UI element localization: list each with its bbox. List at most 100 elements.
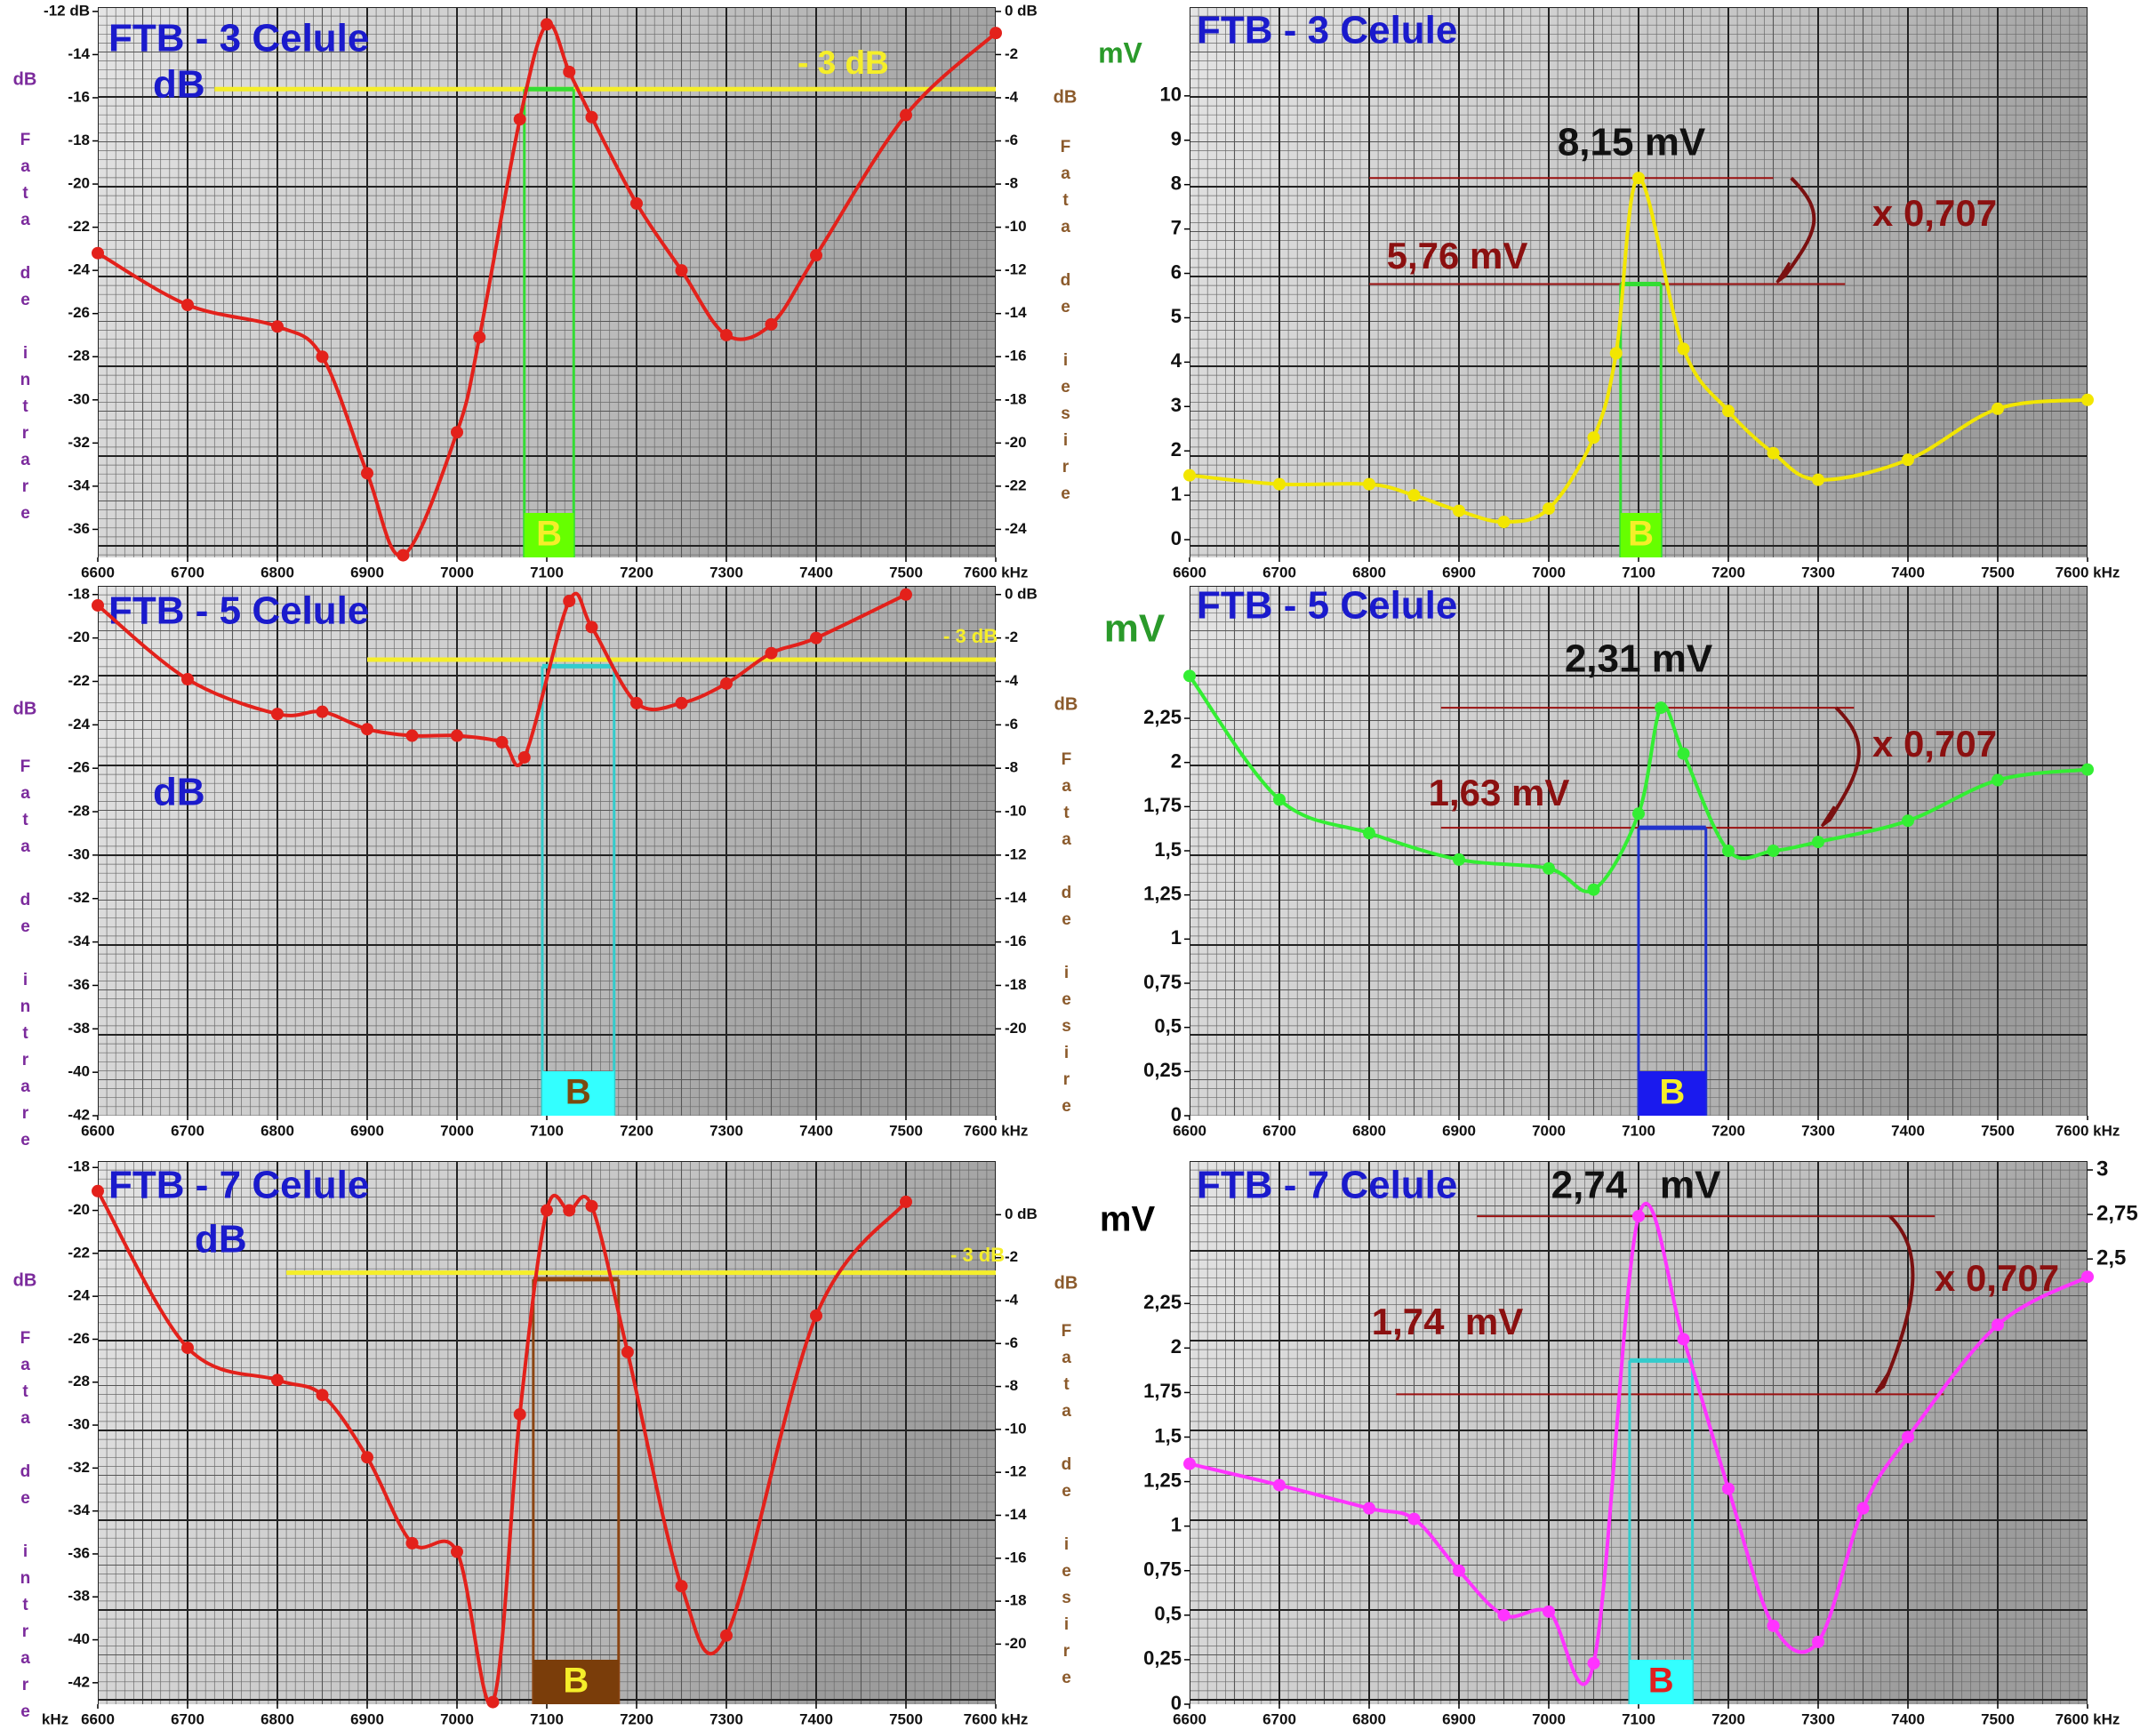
x-tick-label: 7400 <box>799 1122 833 1139</box>
y-tick-label: -36 <box>68 976 90 993</box>
data-point <box>1812 1635 1824 1648</box>
data-point <box>1273 1478 1286 1492</box>
data-point <box>1902 814 1914 828</box>
y-tick-label: -30 <box>68 390 90 407</box>
data-point <box>1453 504 1465 517</box>
y2-unit: dB <box>1054 87 1078 107</box>
data-point <box>630 696 643 709</box>
y2-tick-label: -24 <box>1005 520 1027 537</box>
x-tick-label: 6800 <box>1352 1710 1386 1727</box>
y-tick-label: 1,5 <box>1154 1424 1182 1446</box>
data-point <box>181 1342 194 1355</box>
y-tick-label: -18 <box>68 585 90 602</box>
y-tick-label: -18 <box>68 1158 90 1175</box>
y-tick-label: -38 <box>68 1020 90 1037</box>
x-tick-label: 6700 <box>171 1122 204 1139</box>
y-tick-label: -14 <box>68 45 90 62</box>
data-point <box>1812 836 1824 849</box>
data-point <box>1587 1656 1600 1670</box>
x-tick-label: 7300 <box>1801 1122 1835 1139</box>
data-point <box>990 27 1002 40</box>
data-point <box>900 108 912 122</box>
y2-tick-label: -16 <box>1005 348 1027 364</box>
y-tick-label: 9 <box>1171 128 1182 150</box>
x-tick-label: 6900 <box>1442 1122 1476 1139</box>
y2-tick-label: -18 <box>1005 390 1027 407</box>
y-tick-label: -32 <box>68 1459 90 1476</box>
y-unit: dB <box>13 1270 37 1290</box>
data-point <box>765 317 778 331</box>
band-box <box>524 513 574 557</box>
y-tick-label: -26 <box>68 304 90 321</box>
x-tick-label: 6800 <box>260 1122 294 1139</box>
x-tick-label: 7600 kHz <box>964 1710 1029 1727</box>
y-tick-label: -24 <box>68 1287 90 1304</box>
data-point <box>513 1407 526 1421</box>
threshold-label: - 3 dB <box>943 625 998 647</box>
y-tick-label: -24 <box>68 261 90 278</box>
data-point <box>1363 827 1375 840</box>
data-point <box>1812 473 1824 486</box>
y-tick-label: -24 <box>68 716 90 733</box>
y-tick-label: 1,25 <box>1143 1469 1182 1491</box>
y2-axis-label: Fata de iesire <box>1057 1322 1076 1695</box>
y-unit: mV <box>1100 1200 1156 1239</box>
data-point <box>451 426 463 439</box>
data-point <box>316 350 329 364</box>
unit-note: dB <box>153 63 205 107</box>
data-point <box>1183 669 1196 683</box>
data-point <box>1363 477 1375 491</box>
x-tick-label: 6700 <box>1262 1710 1296 1727</box>
y-tick-label: 6 <box>1171 260 1182 283</box>
data-point <box>405 729 419 742</box>
x-tick-label: 6900 <box>350 1122 384 1139</box>
plot-grid <box>98 1161 996 1704</box>
y2-tick-label: -10 <box>1005 1420 1027 1437</box>
x-tick-label: 7400 <box>1891 564 1925 581</box>
data-point <box>1767 845 1780 857</box>
y-tick-label: -32 <box>68 889 90 906</box>
chart-title: FTB - 7 Celule <box>1197 1164 1457 1207</box>
x-tick-label: 6900 <box>1442 564 1476 581</box>
y-tick-label: -36 <box>68 520 90 537</box>
y2-tick-label: -4 <box>1005 1291 1019 1308</box>
data-point <box>271 708 284 721</box>
y-tick-label: 0 <box>1171 1103 1182 1125</box>
plot-grid <box>1190 1161 2088 1704</box>
x-tick-label: 7300 <box>1801 564 1835 581</box>
y-tick-label: -34 <box>68 933 90 949</box>
x-tick-label: 7200 <box>620 1122 653 1139</box>
x-tick-label: 7100 <box>530 1122 564 1139</box>
data-point <box>563 1204 576 1217</box>
series-line <box>1189 1201 2088 1686</box>
plot-grid <box>98 7 996 557</box>
x-tick-label: 6600 <box>81 564 115 581</box>
chart-title: FTB - 3 Celule <box>108 17 369 60</box>
data-point <box>92 246 104 260</box>
data-point <box>1632 807 1645 821</box>
x-tick-label: 7500 <box>1981 1710 2015 1727</box>
x-tick-label: 7000 <box>1532 564 1566 581</box>
y2-tick-label: -20 <box>1005 434 1027 451</box>
y-tick-label: 1 <box>1171 483 1182 505</box>
y-tick-label: -26 <box>68 759 90 776</box>
x-tick-label: 6700 <box>171 1710 204 1727</box>
y2-tick-label: -2 <box>1005 1248 1018 1265</box>
peak-label: 2,31 mV <box>1565 637 1713 681</box>
data-point <box>720 677 733 690</box>
y-tick-label: -36 <box>68 1544 90 1561</box>
data-point <box>486 1695 500 1709</box>
y-tick-label: 0,25 <box>1143 1059 1182 1081</box>
x-tick-label: 7600 kHz <box>2056 1710 2120 1727</box>
x-tick-label: 6600 <box>81 1122 115 1139</box>
y2-unit: dB <box>1054 1273 1078 1293</box>
x-tick-label: 7300 <box>709 1710 743 1727</box>
y-tick-label: -20 <box>68 1201 90 1218</box>
y-tick-label: 0,75 <box>1143 1558 1182 1581</box>
data-point <box>271 1374 284 1387</box>
y-tick-label: -22 <box>68 672 90 689</box>
y-tick-label: -22 <box>68 218 90 235</box>
series-line <box>1189 176 2088 525</box>
data-point <box>675 1580 688 1593</box>
y-tick-label: -16 <box>68 88 90 105</box>
